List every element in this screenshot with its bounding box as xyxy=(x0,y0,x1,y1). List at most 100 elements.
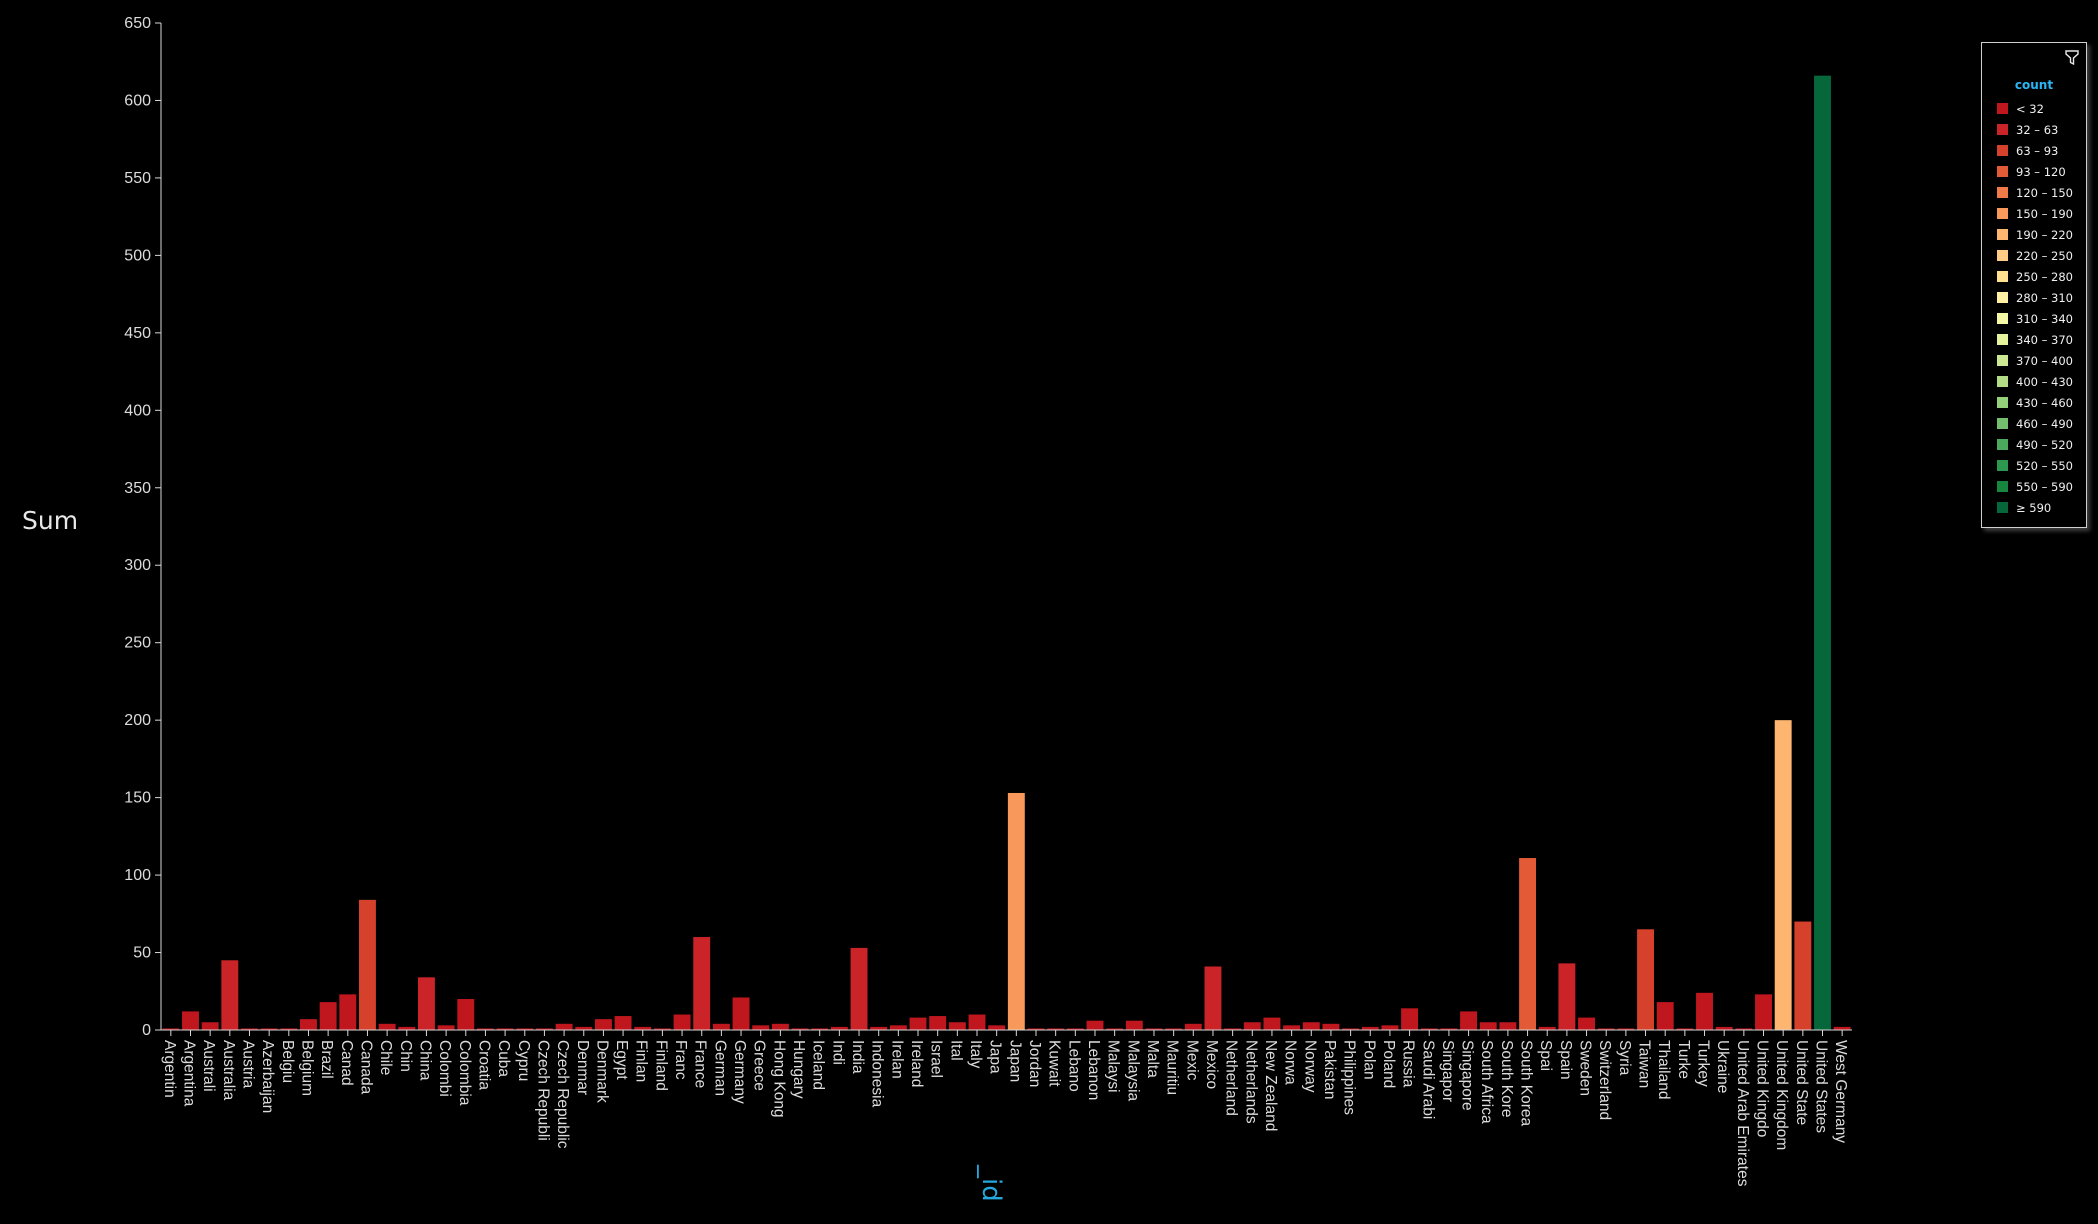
legend-item[interactable]: 460 – 490 xyxy=(1997,413,2073,434)
bar[interactable] xyxy=(496,1028,514,1030)
bar[interactable] xyxy=(1578,1017,1596,1030)
bar[interactable] xyxy=(1479,1022,1497,1030)
bar[interactable] xyxy=(1519,858,1537,1030)
legend-item[interactable]: 32 – 63 xyxy=(1997,119,2073,140)
bar[interactable] xyxy=(1066,1028,1084,1030)
bar[interactable] xyxy=(929,1016,947,1030)
legend-item[interactable]: 550 – 590 xyxy=(1997,476,2073,497)
bar[interactable] xyxy=(1676,1028,1694,1030)
bar[interactable] xyxy=(398,1026,416,1030)
bar[interactable] xyxy=(693,937,711,1030)
bar[interactable] xyxy=(555,1023,573,1030)
bar[interactable] xyxy=(1322,1023,1340,1030)
bar[interactable] xyxy=(1342,1028,1360,1030)
bar[interactable] xyxy=(653,1028,671,1030)
legend-item[interactable]: 310 – 340 xyxy=(1997,308,2073,329)
bar[interactable] xyxy=(850,947,868,1030)
bar[interactable] xyxy=(260,1028,278,1030)
bar[interactable] xyxy=(1696,992,1713,1030)
bar[interactable] xyxy=(1558,963,1576,1030)
bar[interactable] xyxy=(968,1014,986,1030)
bar[interactable] xyxy=(1243,1022,1261,1030)
bar[interactable] xyxy=(1460,1011,1478,1030)
legend-item[interactable]: 150 – 190 xyxy=(1997,203,2073,224)
bar[interactable] xyxy=(1224,1028,1242,1030)
bar[interactable] xyxy=(830,1026,848,1030)
legend-item[interactable]: < 32 xyxy=(1997,98,2073,119)
bar[interactable] xyxy=(1538,1026,1556,1030)
legend-item[interactable]: 190 – 220 xyxy=(1997,224,2073,245)
bar[interactable] xyxy=(1145,1028,1163,1030)
legend-item[interactable]: 430 – 460 xyxy=(1997,392,2073,413)
bar[interactable] xyxy=(1184,1023,1202,1030)
bar[interactable] xyxy=(319,1002,337,1030)
legend-item[interactable]: 340 – 370 xyxy=(1997,329,2073,350)
bar[interactable] xyxy=(535,1028,553,1030)
bar[interactable] xyxy=(201,1022,219,1030)
bar[interactable] xyxy=(1165,1028,1183,1030)
bar[interactable] xyxy=(457,999,475,1030)
legend-item[interactable]: ≥ 590 xyxy=(1997,497,2073,518)
bar[interactable] xyxy=(1833,1026,1851,1030)
bar[interactable] xyxy=(1499,1022,1517,1030)
bar[interactable] xyxy=(1735,1028,1753,1030)
bar[interactable] xyxy=(889,1025,907,1030)
bar[interactable] xyxy=(1794,921,1812,1030)
bar[interactable] xyxy=(221,960,239,1030)
bar[interactable] xyxy=(339,994,357,1030)
bar[interactable] xyxy=(437,1025,455,1030)
legend-item[interactable]: 520 – 550 xyxy=(1997,455,2073,476)
legend-item[interactable]: 490 – 520 xyxy=(1997,434,2073,455)
bar[interactable] xyxy=(417,977,435,1030)
bar[interactable] xyxy=(634,1026,652,1030)
bar[interactable] xyxy=(575,1026,593,1030)
bar[interactable] xyxy=(1597,1028,1615,1030)
bar[interactable] xyxy=(1656,1002,1674,1030)
legend-item[interactable]: 280 – 310 xyxy=(1997,287,2073,308)
bar[interactable] xyxy=(1125,1020,1143,1030)
bar[interactable] xyxy=(359,899,376,1030)
bar[interactable] xyxy=(1755,994,1772,1030)
bar[interactable] xyxy=(280,1028,298,1030)
bar[interactable] xyxy=(712,1023,730,1030)
bar[interactable] xyxy=(378,1023,396,1030)
bar[interactable] xyxy=(1302,1022,1320,1030)
bar[interactable] xyxy=(1420,1028,1438,1030)
bar[interactable] xyxy=(594,1019,612,1030)
bar[interactable] xyxy=(811,1028,829,1030)
bar[interactable] xyxy=(948,1022,966,1030)
bar[interactable] xyxy=(1401,1008,1419,1030)
bar[interactable] xyxy=(1204,966,1222,1030)
bar[interactable] xyxy=(988,1025,1006,1030)
bar[interactable] xyxy=(162,1028,180,1030)
bar[interactable] xyxy=(300,1019,317,1030)
bar[interactable] xyxy=(909,1017,927,1030)
legend-item[interactable]: 120 – 150 xyxy=(1997,182,2073,203)
bar[interactable] xyxy=(614,1016,632,1030)
legend-item[interactable]: 250 – 280 xyxy=(1997,266,2073,287)
legend-item[interactable]: 220 – 250 xyxy=(1997,245,2073,266)
funnel-icon[interactable] xyxy=(2065,50,2079,66)
bar[interactable] xyxy=(1263,1017,1281,1030)
legend-item[interactable]: 400 – 430 xyxy=(1997,371,2073,392)
bar[interactable] xyxy=(1440,1028,1458,1030)
bar[interactable] xyxy=(516,1028,534,1030)
bar[interactable] xyxy=(1106,1028,1124,1030)
bar[interactable] xyxy=(1283,1025,1301,1030)
legend-item[interactable]: 370 – 400 xyxy=(1997,350,2073,371)
bar[interactable] xyxy=(182,1011,199,1030)
bar[interactable] xyxy=(771,1023,789,1030)
bar[interactable] xyxy=(1007,792,1025,1030)
bar[interactable] xyxy=(1774,720,1792,1030)
bar[interactable] xyxy=(241,1028,258,1030)
bar[interactable] xyxy=(1715,1026,1733,1030)
bar[interactable] xyxy=(1814,75,1831,1031)
bar[interactable] xyxy=(870,1026,888,1030)
bar[interactable] xyxy=(791,1028,809,1030)
legend-item[interactable]: 63 – 93 xyxy=(1997,140,2073,161)
bar[interactable] xyxy=(1361,1026,1379,1030)
bar[interactable] xyxy=(732,997,750,1030)
bar[interactable] xyxy=(476,1028,494,1030)
bar[interactable] xyxy=(1637,929,1654,1030)
bar[interactable] xyxy=(752,1025,770,1030)
